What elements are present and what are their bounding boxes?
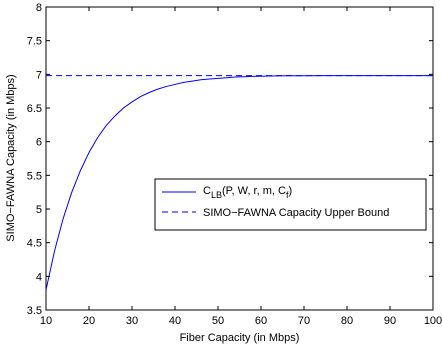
y-tick-label: 5 bbox=[36, 204, 42, 216]
y-axis-ticks: 3.5 4 4.5 5 5.5 6 6.5 7 7.5 8 bbox=[27, 2, 433, 317]
x-tick-label: 100 bbox=[424, 315, 442, 327]
legend: CLB(P, W, r, m, Cf) SIMO−FAWNA Capacity … bbox=[154, 178, 427, 231]
x-tick-label: 70 bbox=[298, 315, 310, 327]
x-tick-label: 40 bbox=[169, 315, 181, 327]
x-tick-label: 50 bbox=[212, 315, 224, 327]
x-tick-label: 10 bbox=[40, 315, 52, 327]
y-tick-label: 8 bbox=[36, 2, 42, 14]
series-layer bbox=[45, 75, 433, 290]
x-tick-label: 30 bbox=[126, 315, 138, 327]
legend-label-lower-bound: CLB(P, W, r, m, Cf) bbox=[203, 185, 292, 200]
y-tick-label: 4 bbox=[36, 271, 42, 283]
y-tick-label: 4.5 bbox=[27, 238, 42, 250]
legend-label-upper-bound: SIMO−FAWNA Capacity Upper Bound bbox=[203, 207, 389, 219]
x-axis-label: Fiber Capacity (in Mbps) bbox=[180, 332, 300, 344]
legend-box bbox=[154, 178, 427, 231]
y-tick-label: 7 bbox=[36, 69, 42, 81]
x-tick-label: 90 bbox=[384, 315, 396, 327]
x-tick-label: 80 bbox=[341, 315, 353, 327]
y-tick-label: 5.5 bbox=[27, 170, 42, 182]
x-axis-ticks: 10 20 30 40 50 60 70 80 90 100 bbox=[40, 7, 442, 327]
plot-area bbox=[45, 6, 434, 311]
y-tick-label: 3.5 bbox=[27, 305, 42, 317]
x-tick-label: 60 bbox=[255, 315, 267, 327]
y-tick-label: 6.5 bbox=[27, 103, 42, 115]
y-tick-label: 7.5 bbox=[27, 36, 42, 48]
y-axis-label: SIMO−FAWNA Capacity (in Mbps) bbox=[5, 74, 17, 241]
y-tick-label: 6 bbox=[36, 137, 42, 149]
x-tick-label: 20 bbox=[83, 315, 95, 327]
